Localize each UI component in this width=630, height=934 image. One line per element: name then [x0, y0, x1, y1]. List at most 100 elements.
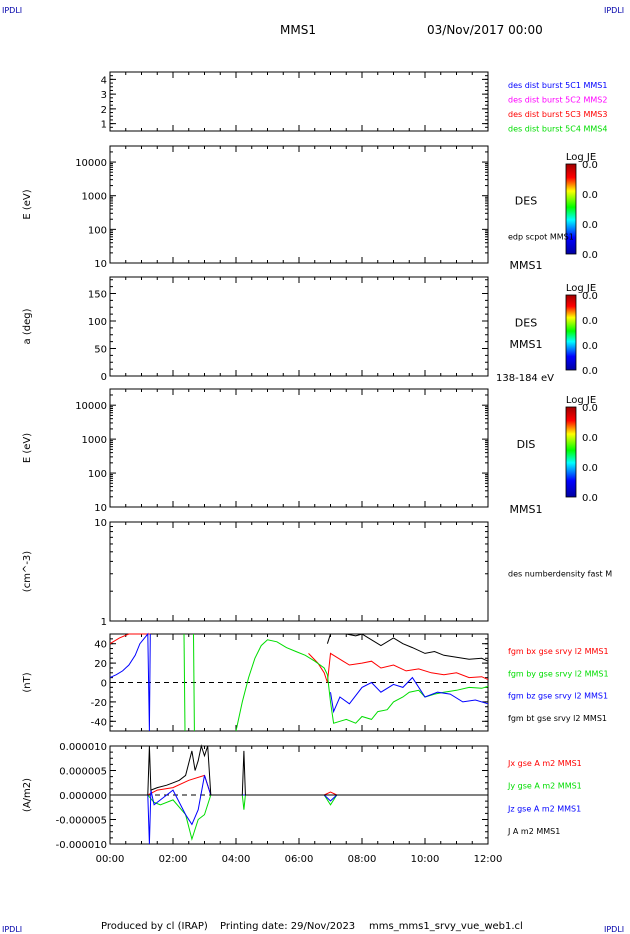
y-tick-label: 3 [101, 90, 107, 101]
y-axis-label: E (eV) [22, 189, 33, 219]
colorbar [565, 406, 577, 498]
y-tick-label: -40 [91, 717, 107, 728]
x-tick-label: 06:00 [285, 854, 314, 865]
y-tick-label: 10 [94, 503, 107, 514]
header-date: 03/Nov/2017 00:00 [427, 23, 543, 37]
legend-entry: Jz gse A m2 MMS1 [507, 804, 581, 813]
legend-entry: fgm bz gse srvy l2 MMS1 [508, 692, 608, 701]
y-tick-label: -0.000005 [56, 816, 107, 827]
panel-frame [109, 521, 489, 622]
colorbar-tick-label: 0.0 [582, 316, 598, 327]
colorbar-tick-label: 0.0 [582, 250, 598, 261]
legend-entry: des numberdensity fast M [508, 569, 612, 578]
y-tick-label: 4 [101, 75, 107, 86]
y-tick-label: 20 [94, 659, 107, 670]
y-tick-label: -20 [91, 698, 107, 709]
colorbar-tick-label: 0.0 [582, 341, 598, 352]
colorbar-title: Log JE [566, 152, 596, 163]
colorbar-tick-label: 0.0 [582, 160, 598, 171]
corner-label-top-left: IPDLI [2, 6, 22, 15]
x-tick-label: 00:00 [96, 854, 125, 865]
colorbar-tick-label: 0.0 [582, 190, 598, 201]
instrument-label: DES [515, 195, 537, 208]
y-tick-label: 1 [101, 617, 107, 628]
y-tick-label: 100 [88, 469, 107, 480]
y-tick-label: 2 [101, 105, 107, 116]
plot-stack: 1 2 3 4 des dist burst 5C1 MMS1 des dist burs… [22, 71, 612, 865]
spacecraft-label: MMS1 [510, 503, 543, 516]
panel-frame [109, 145, 489, 264]
colorbar-tick-label: 0.0 [582, 433, 598, 444]
corner-label-bottom-left: IPDLI [2, 925, 22, 934]
colorbar-tick-label: 0.0 [582, 493, 598, 504]
series-line [193, 633, 195, 732]
y-axis-label: (cm^-3) [22, 551, 33, 592]
y-tick-label: 0.000005 [59, 767, 107, 778]
panel-5: 1 10 (cm^-3) des numberdensity fast M [22, 518, 612, 628]
legend-entry: fgm bt gse srvy l2 MMS1 [508, 714, 607, 723]
y-tick-label: 1 [101, 120, 107, 131]
legend-entry: des dist burst 5C2 MMS2 [508, 96, 607, 105]
y-tick-label: 40 [94, 640, 107, 651]
y-tick-label: 10 [94, 259, 107, 270]
overlay-label: edp scpot MMS1 [508, 233, 574, 242]
colorbar-tick-label: 0.0 [582, 220, 598, 231]
y-axis-label: E (eV) [22, 433, 33, 463]
series-line [109, 632, 151, 732]
series-line [110, 775, 488, 845]
legend-entry: fgm by gse srvy l2 MMS1 [508, 669, 609, 678]
footer-file: mms_mms1_srvy_vue_web1.cl [369, 921, 523, 932]
legend-entry: des dist burst 5C3 MMS3 [508, 110, 607, 119]
y-tick-label: 0 [101, 372, 107, 383]
legend-entry: des dist burst 5C1 MMS1 [508, 81, 607, 90]
spacecraft-label: MMS1 [510, 259, 543, 272]
panel-frame [109, 276, 489, 377]
colorbar [565, 163, 577, 255]
energy-range-label: 138-184 eV [496, 373, 554, 384]
x-tick-label: 10:00 [411, 854, 440, 865]
y-tick-label: 1000 [82, 435, 107, 446]
y-tick-label: -0.000010 [56, 840, 107, 851]
series-line [183, 633, 186, 732]
panel-7: -0.000010 -0.000005 0.000000 0.000005 0.0000… [22, 742, 582, 851]
colorbar-title: Log JE [566, 283, 596, 294]
y-tick-label: 10 [94, 518, 107, 529]
y-tick-label: 0 [101, 679, 107, 690]
y-tick-label: 50 [94, 345, 107, 356]
header-spacecraft: MMS1 [280, 23, 316, 37]
series-line [326, 633, 489, 662]
x-tick-label: 02:00 [159, 854, 188, 865]
instrument-label: DIS [517, 438, 536, 451]
footer-produced-by: Produced by cl (IRAP) [101, 921, 208, 932]
x-tick-label: 04:00 [222, 854, 251, 865]
series-line [330, 676, 489, 714]
series-line [110, 794, 488, 841]
y-tick-label: 100 [88, 225, 107, 236]
y-axis-label: (A/m2) [22, 778, 33, 812]
colorbar-tick-label: 0.0 [582, 366, 598, 377]
colorbar [565, 294, 577, 371]
corner-label-bottom-right: IPDLI [604, 925, 624, 934]
y-tick-label: 10000 [75, 401, 107, 412]
legend-entry: J A m2 MMS1 [507, 827, 560, 836]
corner-label-top-right: IPDLI [604, 6, 624, 15]
panel-frame [109, 71, 489, 132]
colorbar-title: Log JE [566, 395, 596, 406]
legend-entry: Jx gse A m2 MMS1 [507, 759, 582, 768]
spacecraft-label: MMS1 [510, 338, 543, 351]
x-tick-label: 12:00 [474, 854, 503, 865]
panel-1: 1 2 3 4 des dist burst 5C1 MMS1 des dist burs… [101, 71, 607, 134]
colorbar-tick-label: 0.0 [582, 403, 598, 414]
y-axis-label: a (deg) [22, 308, 33, 344]
instrument-label: DES [515, 317, 537, 330]
y-tick-label: 0.000000 [59, 791, 107, 802]
series-line [110, 744, 488, 796]
legend-entry: des dist burst 5C4 MMS4 [508, 125, 607, 134]
panel-6: -40 -20 0 20 40 (nT) fgm bx gse srvy l2 MMS1 fg… [22, 632, 609, 732]
footer-printing-date: Printing date: 29/Nov/2023 [220, 921, 355, 932]
colorbar-tick-label: 0.0 [582, 463, 598, 474]
y-tick-label: 1000 [82, 192, 107, 203]
